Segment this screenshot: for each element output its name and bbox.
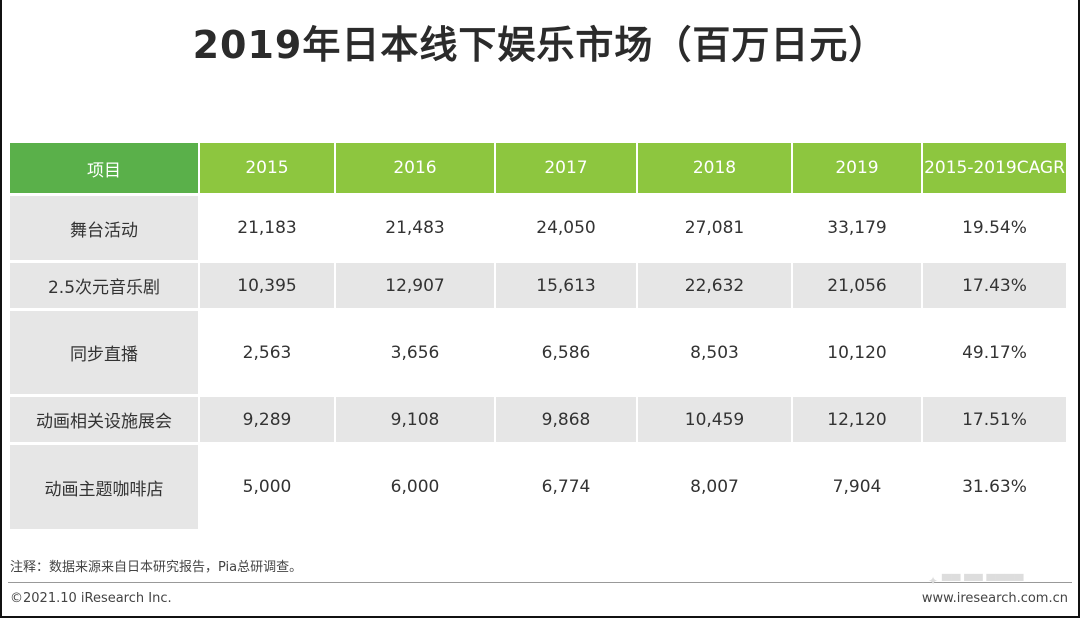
header-2015: 2015 [200, 143, 334, 193]
footer-divider [8, 582, 1072, 583]
cell-2015: 5,000 [200, 445, 334, 529]
cell-2018: 22,632 [638, 263, 791, 308]
cell-cagr: 31.63% [923, 445, 1066, 529]
cell-cagr: 49.17% [923, 311, 1066, 394]
table-row: 同步直播 2,563 3,656 6,586 8,503 10,120 49.1… [10, 311, 1066, 394]
header-cagr: 2015-2019CAGR [923, 143, 1066, 193]
cell-cagr: 17.43% [923, 263, 1066, 308]
cell-2018: 8,007 [638, 445, 791, 529]
cell-2016: 9,108 [336, 397, 494, 442]
header-2018: 2018 [638, 143, 791, 193]
cell-2018: 27,081 [638, 196, 791, 260]
copyright: ©2021.10 iResearch Inc. [10, 591, 172, 606]
cell-2017: 24,050 [496, 196, 636, 260]
cell-2015: 9,289 [200, 397, 334, 442]
table-row: 舞台活动 21,183 21,483 24,050 27,081 33,179 … [10, 196, 1066, 260]
cell-2017: 15,613 [496, 263, 636, 308]
table-header-row: 项目 2015 2016 2017 2018 2019 2015-2019CAG… [10, 143, 1066, 193]
page-title: 2019年日本线下娱乐市场（百万日元） [192, 23, 888, 67]
header-item: 项目 [10, 143, 198, 193]
cell-2019: 10,120 [793, 311, 921, 394]
cell-2019: 21,056 [793, 263, 921, 308]
cell-cagr: 19.54% [923, 196, 1066, 260]
cell-2016: 3,656 [336, 311, 494, 394]
source-note: 注释：数据来源来自日本研究报告，Pia总研调查。 [10, 560, 303, 575]
cell-2016: 6,000 [336, 445, 494, 529]
market-table: 项目 2015 2016 2017 2018 2019 2015-2019CAG… [8, 140, 1068, 532]
cell-2017: 6,774 [496, 445, 636, 529]
cell-2015: 2,563 [200, 311, 334, 394]
cell-2016: 21,483 [336, 196, 494, 260]
table-row: 动画主题咖啡店 5,000 6,000 6,774 8,007 7,904 31… [10, 445, 1066, 529]
header-2017: 2017 [496, 143, 636, 193]
cell-2019: 7,904 [793, 445, 921, 529]
cell-2016: 12,907 [336, 263, 494, 308]
cell-2017: 6,586 [496, 311, 636, 394]
table-row: 2.5次元音乐剧 10,395 12,907 15,613 22,632 21,… [10, 263, 1066, 308]
cell-2018: 8,503 [638, 311, 791, 394]
row-label: 同步直播 [10, 311, 198, 394]
cell-2015: 21,183 [200, 196, 334, 260]
row-label: 2.5次元音乐剧 [10, 263, 198, 308]
row-label: 舞台活动 [10, 196, 198, 260]
watermark-text: ✦ ▀▀ ▀▀ ▀▀▀▀ [928, 574, 1024, 588]
table-row: 动画相关设施展会 9,289 9,108 9,868 10,459 12,120… [10, 397, 1066, 442]
row-label: 动画主题咖啡店 [10, 445, 198, 529]
header-2019: 2019 [793, 143, 921, 193]
cell-2017: 9,868 [496, 397, 636, 442]
website-link[interactable]: www.iresearch.com.cn [921, 591, 1068, 606]
cell-2015: 10,395 [200, 263, 334, 308]
cell-2019: 12,120 [793, 397, 921, 442]
cell-cagr: 17.51% [923, 397, 1066, 442]
header-2016: 2016 [336, 143, 494, 193]
cell-2019: 33,179 [793, 196, 921, 260]
row-label: 动画相关设施展会 [10, 397, 198, 442]
cell-2018: 10,459 [638, 397, 791, 442]
